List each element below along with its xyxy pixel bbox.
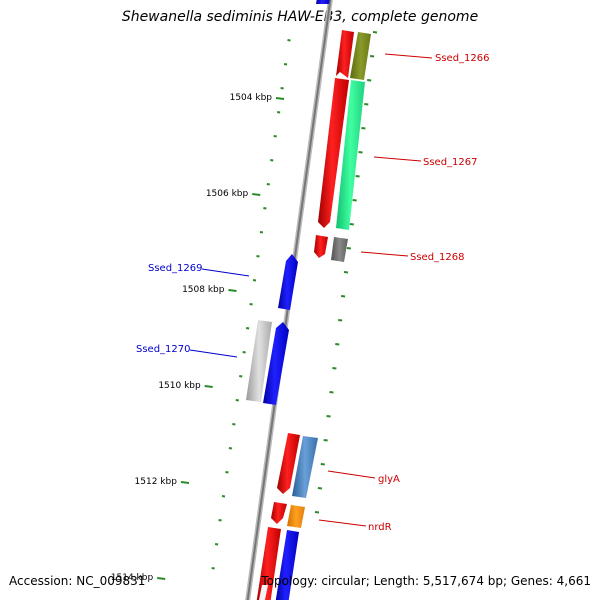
gc-skew-tick (364, 103, 369, 106)
leader-glyA (327, 470, 376, 479)
label-nrdR[interactable]: nrdR (368, 522, 392, 533)
kbp-tick-mark (275, 97, 285, 100)
gc-content-tick (232, 423, 236, 426)
gc-skew-tick (358, 151, 363, 154)
forward-gene-track (256, 30, 371, 600)
leader-ssed-1266 (384, 53, 433, 59)
gc-content-tick (270, 159, 274, 162)
gene-olive-ssed-1266[interactable] (350, 32, 371, 80)
gc-skew-tick (329, 391, 334, 394)
gc-skew-tick (326, 415, 331, 418)
label-ssed-1269[interactable]: Ssed_1269 (148, 263, 203, 274)
gc-skew-tick (340, 295, 346, 298)
gene-label-layer: Ssed_1266 Ssed_1267 Ssed_1268 Ssed_1269 … (136, 53, 490, 533)
leader-ssed-1268 (360, 251, 409, 257)
gene-white-bottom (259, 585, 268, 600)
kbp-tick-label: 1512 kbp (135, 477, 178, 487)
gc-content-tick (225, 471, 229, 474)
gene-mint-ssed-1267[interactable] (336, 80, 365, 230)
gc-skew-tick (314, 511, 320, 514)
gc-content-tick (228, 447, 233, 450)
map-title: Shewanella sediminis HAW-EB3, complete g… (121, 9, 479, 25)
kbp-tick-label: 1506 kbp (206, 189, 249, 199)
accession-text: Accession: NC_009831 (9, 574, 146, 588)
leader-ssed-1270 (189, 349, 238, 358)
gene-red-small[interactable] (314, 235, 328, 258)
leader-ssed-1267 (373, 156, 422, 162)
kbp-tick-label: 1514 kbp (111, 573, 154, 583)
gene-red-long[interactable] (318, 78, 349, 228)
gc-skew-tick (317, 487, 322, 490)
gc-content-tick (263, 207, 267, 210)
kbp-tick-label: 1504 kbp (230, 93, 273, 103)
label-ssed-1266[interactable]: Ssed_1266 (435, 53, 490, 64)
gc-skew-tick (369, 55, 375, 58)
gc-content-tick (221, 495, 226, 498)
gc-skew-tick (367, 79, 372, 82)
gene-blue-ssed-1269[interactable] (278, 254, 298, 310)
gene-light-ssed-1270[interactable] (246, 320, 272, 402)
kbp-scale: 1504 kbp 1506 kbp 1508 kbp 1510 kbp 1512 kbp… (111, 93, 285, 583)
gc-content-tick (239, 375, 243, 378)
gc-skew-tick (352, 199, 357, 202)
gene-red-glyA-left[interactable] (277, 433, 300, 494)
gc-skew-tick (372, 31, 378, 34)
gene-blue-top[interactable] (316, 0, 330, 4)
gene-red-bottom[interactable] (256, 527, 281, 600)
topology-text: Topology: circular; Length: 5,517,674 bp… (261, 574, 591, 588)
label-ssed-1268[interactable]: Ssed_1268 (410, 252, 465, 263)
kbp-tick-label: 1510 kbp (158, 381, 201, 391)
label-glyA[interactable]: glyA (378, 474, 400, 485)
gc-content-tick (287, 39, 291, 42)
gc-content-tick (214, 543, 219, 546)
kbp-tick-mark (157, 577, 166, 580)
gc-content-tick (245, 327, 250, 330)
leader-nrdR (318, 519, 367, 527)
gc-content-tick (235, 399, 239, 402)
gc-skew-tick (335, 343, 340, 346)
gc-content-tick (266, 183, 270, 186)
gene-gray-ssed-1268[interactable] (331, 237, 348, 262)
gc-content-tick (252, 279, 257, 282)
leader-ssed-1269 (201, 268, 250, 277)
gc-skew-tick (355, 175, 360, 178)
kbp-tick-mark (228, 289, 237, 292)
gc-content-tick (283, 63, 288, 66)
gc-skew-tick (320, 463, 325, 466)
kbp-tick-mark (252, 193, 261, 196)
gc-skew-tick (349, 223, 354, 226)
gc-content-tick (242, 351, 246, 354)
gc-content-tick (256, 255, 260, 258)
kbp-tick-mark (204, 385, 213, 388)
label-ssed-1270[interactable]: Ssed_1270 (136, 344, 191, 355)
gene-blue-ssed-1270[interactable] (263, 322, 289, 405)
gene-steel-glyA[interactable] (292, 436, 318, 498)
kbp-tick-label: 1508 kbp (182, 285, 225, 295)
gc-content-tick (218, 519, 222, 522)
gene-orange-nrdR[interactable] (287, 505, 305, 528)
label-ssed-1267[interactable]: Ssed_1267 (423, 157, 478, 168)
gc-skew-tick (323, 439, 328, 442)
gene-red-top-right[interactable] (336, 30, 354, 78)
gene-blue-bottom-right[interactable] (275, 530, 299, 600)
gc-content-tick (249, 303, 253, 306)
gc-content-tick (273, 135, 277, 138)
reverse-gene-track (246, 0, 330, 405)
gc-content-tick (211, 567, 215, 570)
gc-skew-tick (338, 319, 343, 322)
gc-tick-track (211, 31, 378, 570)
gc-skew-tick (361, 127, 366, 130)
gc-skew-tick (343, 271, 349, 274)
gc-skew-tick (332, 367, 337, 370)
gc-content-tick (259, 231, 264, 234)
gene-red-nrdR-left[interactable] (271, 502, 287, 524)
gc-content-tick (280, 87, 284, 90)
gc-skew-tick (346, 247, 352, 250)
gc-content-tick (276, 111, 281, 114)
kbp-tick-mark (180, 481, 190, 484)
